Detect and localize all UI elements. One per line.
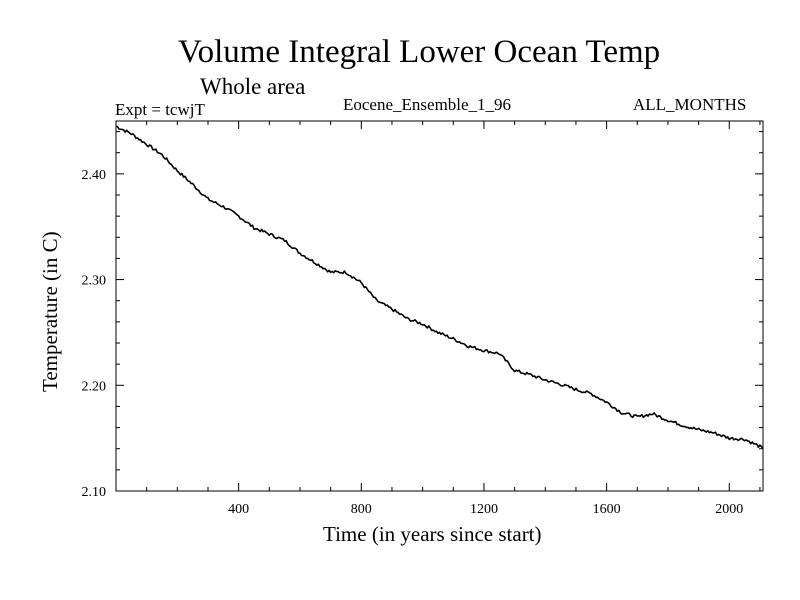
ensemble-label: Eocene_Ensemble_1_96 bbox=[343, 95, 512, 114]
y-tick-label: 2.10 bbox=[82, 485, 107, 500]
x-tick-label: 400 bbox=[228, 502, 249, 517]
x-tick-label: 1200 bbox=[470, 502, 498, 517]
chart-subtitle: Whole area bbox=[200, 74, 306, 99]
x-axis-label: Time (in years since start) bbox=[323, 522, 542, 546]
y-tick-label: 2.30 bbox=[82, 274, 107, 289]
chart-title: Volume Integral Lower Ocean Temp bbox=[178, 34, 661, 70]
x-tick-label: 800 bbox=[351, 502, 372, 517]
experiment-label: Expt = tcwjT bbox=[115, 100, 205, 119]
y-tick-label: 2.40 bbox=[82, 168, 107, 183]
x-tick-label: 1600 bbox=[593, 502, 621, 517]
plot-frame bbox=[115, 120, 764, 492]
months-label: ALL_MONTHS bbox=[633, 95, 747, 114]
x-tick-label: 2000 bbox=[715, 502, 743, 517]
series-line bbox=[115, 125, 764, 450]
y-tick-label: 2.20 bbox=[82, 379, 107, 394]
